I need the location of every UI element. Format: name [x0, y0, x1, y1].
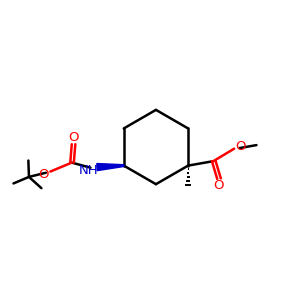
Polygon shape	[97, 164, 124, 171]
Text: O: O	[39, 168, 49, 181]
Text: NH: NH	[79, 164, 98, 177]
Text: O: O	[236, 140, 246, 153]
Text: O: O	[68, 131, 79, 144]
Text: O: O	[214, 179, 224, 192]
